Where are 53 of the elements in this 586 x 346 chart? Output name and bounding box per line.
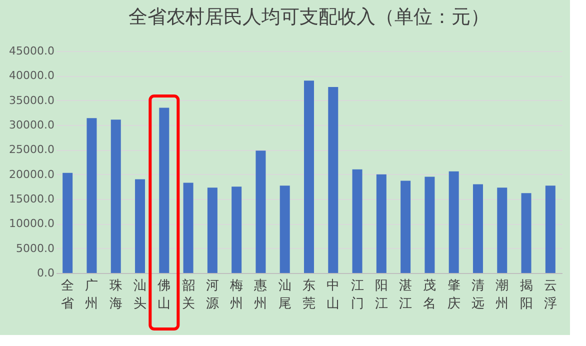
bar	[376, 174, 386, 273]
bar	[304, 80, 314, 273]
bar	[62, 172, 73, 273]
bar	[207, 188, 218, 273]
bar	[183, 182, 194, 273]
x-tick-label: 东莞	[302, 278, 316, 312]
x-tick-label: 河源	[206, 278, 219, 312]
y-tick-label: 15000.0	[9, 192, 54, 206]
bar	[232, 186, 242, 273]
bar	[497, 188, 508, 273]
x-tick-label: 惠州	[253, 278, 268, 312]
x-tick-label: 汕头	[134, 278, 147, 312]
x-tick-label: 潮州	[496, 278, 509, 312]
x-tick-label: 清远	[471, 278, 484, 312]
bar	[521, 193, 532, 273]
x-tick-label: 中山	[326, 278, 340, 312]
y-tick-label: 35000.0	[9, 94, 54, 107]
x-tick-label: 韶关	[182, 278, 195, 312]
x-tick-label: 珠海	[109, 278, 122, 312]
x-tick-label: 阳江	[374, 278, 388, 312]
chart-title: 全省农村居民人均可支配收入（单位：元）	[128, 6, 490, 28]
y-tick-label: 0.0	[37, 266, 54, 280]
x-tick-label: 云浮	[544, 278, 557, 312]
y-tick-label: 40000.0	[9, 69, 54, 82]
x-tick-label: 全省	[61, 278, 74, 312]
y-tick-label: 5000.0	[16, 242, 54, 255]
bar	[424, 176, 435, 273]
x-tick-label: 揭阳	[520, 278, 533, 312]
bar	[280, 186, 290, 273]
x-tick-label: 茂名	[423, 278, 436, 312]
y-tick-label: 30000.0	[9, 118, 54, 132]
bar	[328, 87, 338, 273]
x-tick-label: 佛山	[158, 278, 171, 312]
bar	[135, 179, 146, 273]
bar	[448, 171, 459, 273]
y-tick-label: 25000.0	[9, 143, 54, 156]
bar	[256, 150, 266, 273]
y-tick-label: 20000.0	[9, 168, 54, 181]
x-tick-label: 汕尾	[278, 278, 292, 312]
bar	[352, 169, 362, 273]
bar	[472, 184, 483, 273]
x-tick-label: 广州	[85, 278, 98, 312]
y-tick-label: 45000.0	[9, 44, 54, 58]
x-tick-label: 梅州	[229, 278, 244, 312]
y-tick-label: 10000.0	[9, 217, 54, 230]
x-tick-label: 江门	[350, 278, 364, 312]
x-tick-label: 肇庆	[447, 278, 460, 312]
bar	[400, 180, 411, 273]
bar	[159, 108, 170, 273]
bar	[110, 120, 121, 273]
bar	[86, 118, 97, 273]
x-tick-label: 湛江	[399, 278, 412, 312]
bar	[545, 186, 556, 273]
